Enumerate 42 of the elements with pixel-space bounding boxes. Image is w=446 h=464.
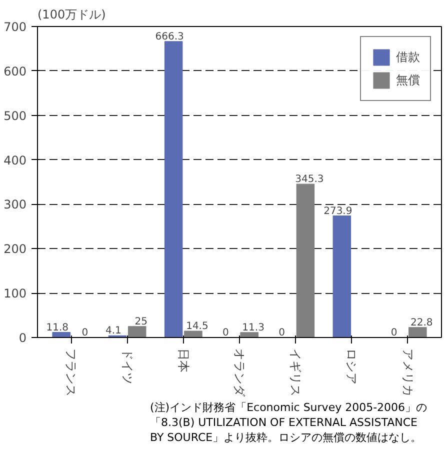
data-label: 25 xyxy=(134,316,148,328)
data-label: 11.8 xyxy=(46,322,68,334)
data-label: 666.3 xyxy=(155,31,184,42)
y-tick-label: 100 xyxy=(4,286,26,301)
text: 「8.3(B) UTILIZATION OF EXTERNAL ASSISTANCE xyxy=(149,415,418,430)
data-label: 11.3 xyxy=(242,322,264,334)
text: BY SOURCE」より抜粋。ロシアの無償の数値はなし。 xyxy=(149,430,422,445)
data-label: 0 xyxy=(278,328,285,338)
bar xyxy=(408,327,427,338)
data-label: 273.9 xyxy=(324,206,352,217)
x-tick-label: フランス xyxy=(64,348,78,396)
data-label: 0 xyxy=(222,328,229,338)
bar xyxy=(296,184,315,338)
x-tick-label: 日本 xyxy=(176,348,190,372)
bar xyxy=(184,330,202,338)
y-tick-label: 400 xyxy=(4,153,26,168)
x-tick-label: アメリカ xyxy=(400,348,415,396)
bar xyxy=(240,332,258,338)
legend-label: 借款 xyxy=(396,48,420,66)
data-label: 345.3 xyxy=(295,174,324,186)
x-tick-label: イギリス xyxy=(288,348,303,396)
y-tick-label: 300 xyxy=(4,198,26,212)
bar xyxy=(128,326,146,338)
legend-label: 無償 xyxy=(396,72,420,88)
text: (注)インド財務省「Economic Survey 2005-2006」の xyxy=(149,400,428,415)
bar xyxy=(52,332,70,338)
y-tick-label: 0 xyxy=(18,331,27,345)
y-tick-label: 200 xyxy=(4,242,26,256)
data-label: 4.1 xyxy=(106,326,122,337)
data-label: 22.8 xyxy=(410,317,433,328)
data-label: 0 xyxy=(390,328,398,338)
y-axis-title: (100万ドル) xyxy=(38,8,106,22)
x-tick-label: オランダ xyxy=(232,348,246,398)
bar xyxy=(332,216,352,338)
data-label: 14.5 xyxy=(186,321,208,332)
x-tick-label: ロシア xyxy=(344,348,359,384)
x-tick-label: ドイツ xyxy=(120,348,134,384)
y-tick-label: 600 xyxy=(4,64,26,78)
bar xyxy=(164,41,183,338)
data-label: 0 xyxy=(82,328,88,338)
y-tick-label: 700 xyxy=(4,20,26,34)
y-tick-label: 500 xyxy=(4,108,26,123)
